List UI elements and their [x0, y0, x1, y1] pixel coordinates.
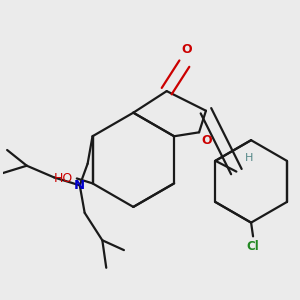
Text: O: O — [181, 44, 192, 56]
Text: H: H — [245, 153, 253, 163]
Text: Cl: Cl — [247, 240, 260, 253]
Text: O: O — [202, 134, 212, 147]
Text: N: N — [74, 179, 85, 192]
Text: HO: HO — [53, 172, 73, 185]
